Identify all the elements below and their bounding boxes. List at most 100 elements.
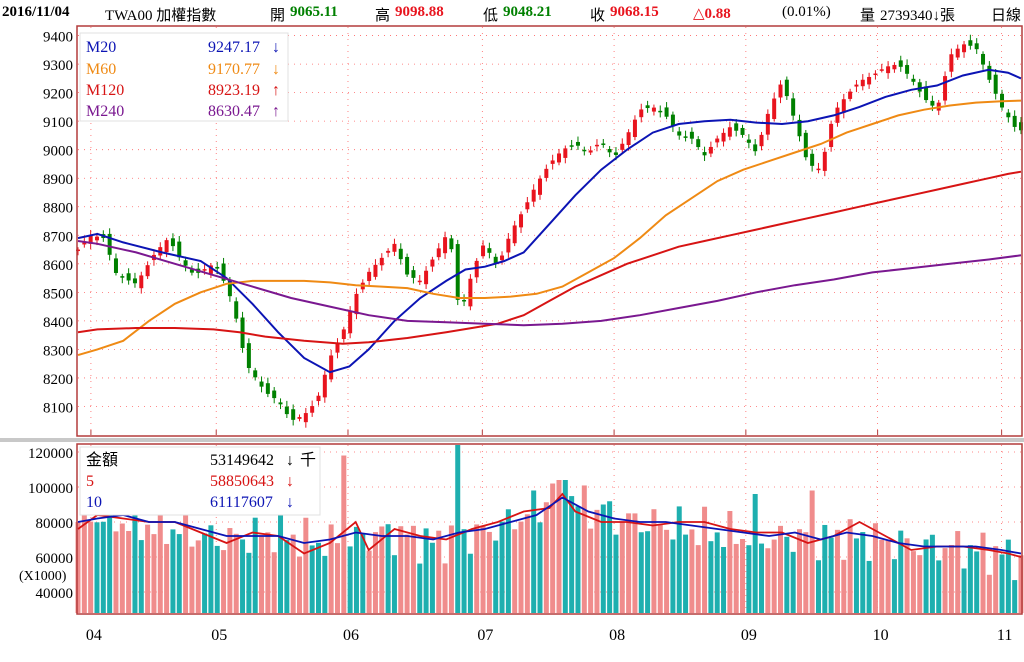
month-tick-label: 08 bbox=[609, 627, 625, 644]
ma-line-m20 bbox=[77, 68, 1022, 374]
candle-down bbox=[575, 141, 580, 146]
candle-down bbox=[170, 238, 175, 247]
candle-down bbox=[740, 127, 745, 135]
volume-bar bbox=[423, 528, 429, 613]
volume-bar bbox=[252, 517, 258, 613]
candle-up bbox=[841, 99, 846, 113]
volume-bar bbox=[486, 531, 492, 613]
price-tick-label: 9400 bbox=[43, 30, 73, 46]
volume-bar bbox=[961, 568, 967, 613]
candle-down bbox=[683, 136, 688, 138]
candle-up bbox=[164, 240, 169, 253]
candle-up bbox=[867, 76, 872, 85]
volume-bar bbox=[113, 531, 119, 613]
volume-bar bbox=[923, 539, 929, 613]
candle-down bbox=[405, 256, 410, 275]
legend-ma240-arrow: ↑ bbox=[272, 103, 280, 120]
candle-down bbox=[784, 79, 789, 97]
candle-up bbox=[310, 406, 315, 413]
candle-up bbox=[392, 243, 397, 252]
volume-bar bbox=[740, 538, 746, 613]
volume-legend-ma5-value: 58850643 bbox=[210, 473, 274, 490]
volume-bar bbox=[936, 560, 942, 613]
volume-bar bbox=[265, 532, 271, 613]
ma-line-m60 bbox=[77, 99, 1022, 357]
volume-bar bbox=[721, 546, 727, 613]
candle-up bbox=[848, 91, 853, 99]
candle-down bbox=[810, 153, 815, 166]
volume-bar bbox=[860, 532, 866, 613]
volume-bar bbox=[505, 509, 511, 613]
candle-down bbox=[664, 107, 669, 117]
candle-down bbox=[930, 100, 935, 106]
volume-bar bbox=[138, 540, 144, 613]
volume-bar bbox=[518, 521, 524, 613]
volume-bar bbox=[1005, 539, 1011, 613]
candle-down bbox=[797, 119, 802, 137]
volume-bar bbox=[189, 546, 195, 613]
volume-bar bbox=[607, 501, 613, 613]
volume-bar bbox=[202, 533, 208, 613]
legend-ma20-arrow: ↓ bbox=[272, 39, 280, 56]
period-label[interactable]: 日線 bbox=[991, 8, 1022, 24]
volume-bar bbox=[398, 526, 404, 613]
volume-bar bbox=[948, 544, 954, 613]
price-tick-label: 9000 bbox=[43, 144, 73, 160]
candle-up bbox=[202, 269, 207, 271]
volume-bar bbox=[353, 526, 359, 613]
candle-down bbox=[791, 98, 796, 116]
volume-bar bbox=[480, 525, 486, 613]
legend-ma120-name: M120 bbox=[86, 82, 124, 99]
price-tick-label: 9300 bbox=[43, 58, 73, 74]
candle-down bbox=[601, 143, 606, 145]
candle-up bbox=[430, 259, 435, 267]
month-tick-label: 06 bbox=[343, 627, 359, 644]
volume-bar bbox=[556, 480, 562, 613]
price-tick-label: 8800 bbox=[43, 201, 73, 217]
candle-up bbox=[886, 66, 891, 74]
month-tick-label: 10 bbox=[873, 627, 889, 644]
axis-labels: 8100 8200 8300 8400 8500 8600 8700 8800 8900 9000… bbox=[28, 30, 1012, 644]
high-label: 高 bbox=[375, 8, 391, 24]
candle-down bbox=[1019, 122, 1023, 131]
candle-up bbox=[759, 134, 764, 147]
volume-bar bbox=[183, 512, 189, 613]
volume-bar bbox=[670, 539, 676, 613]
volume-bar bbox=[499, 521, 505, 613]
candle-down bbox=[987, 65, 992, 80]
candle-up bbox=[835, 107, 840, 123]
candle-down bbox=[968, 40, 973, 46]
open-value: 9065.11 bbox=[290, 4, 338, 20]
legend-ma60-arrow: ↓ bbox=[272, 61, 280, 78]
volume-bar bbox=[278, 511, 284, 613]
volume-bar bbox=[885, 540, 891, 613]
volume-unit-label: (X1000) bbox=[19, 569, 67, 584]
candle-down bbox=[493, 256, 498, 264]
candle-down bbox=[1012, 115, 1017, 127]
candle-up bbox=[765, 113, 770, 135]
volume-bar bbox=[974, 551, 980, 613]
legend-ma60-value: 9170.77 bbox=[208, 61, 260, 78]
volume-bar bbox=[929, 534, 935, 613]
volume-bar bbox=[404, 534, 410, 613]
candle-up bbox=[594, 144, 599, 147]
candle-up bbox=[620, 143, 625, 150]
candle-up bbox=[588, 150, 593, 153]
volume-bar bbox=[891, 559, 897, 613]
candle-up bbox=[145, 265, 150, 277]
candle-up bbox=[778, 84, 783, 98]
candle-down bbox=[974, 43, 979, 50]
candle-down bbox=[132, 278, 137, 284]
candle-down bbox=[734, 123, 739, 131]
volume-bar bbox=[1018, 555, 1024, 613]
volume-bar bbox=[290, 534, 296, 613]
candle-up bbox=[519, 214, 524, 228]
price-tick-label: 8700 bbox=[43, 229, 73, 245]
volume-ma-line-10 bbox=[77, 496, 1022, 555]
price-legend-box bbox=[79, 32, 289, 122]
volume-bar bbox=[442, 563, 448, 613]
candle-down bbox=[291, 409, 296, 420]
volume-bar bbox=[714, 532, 720, 613]
